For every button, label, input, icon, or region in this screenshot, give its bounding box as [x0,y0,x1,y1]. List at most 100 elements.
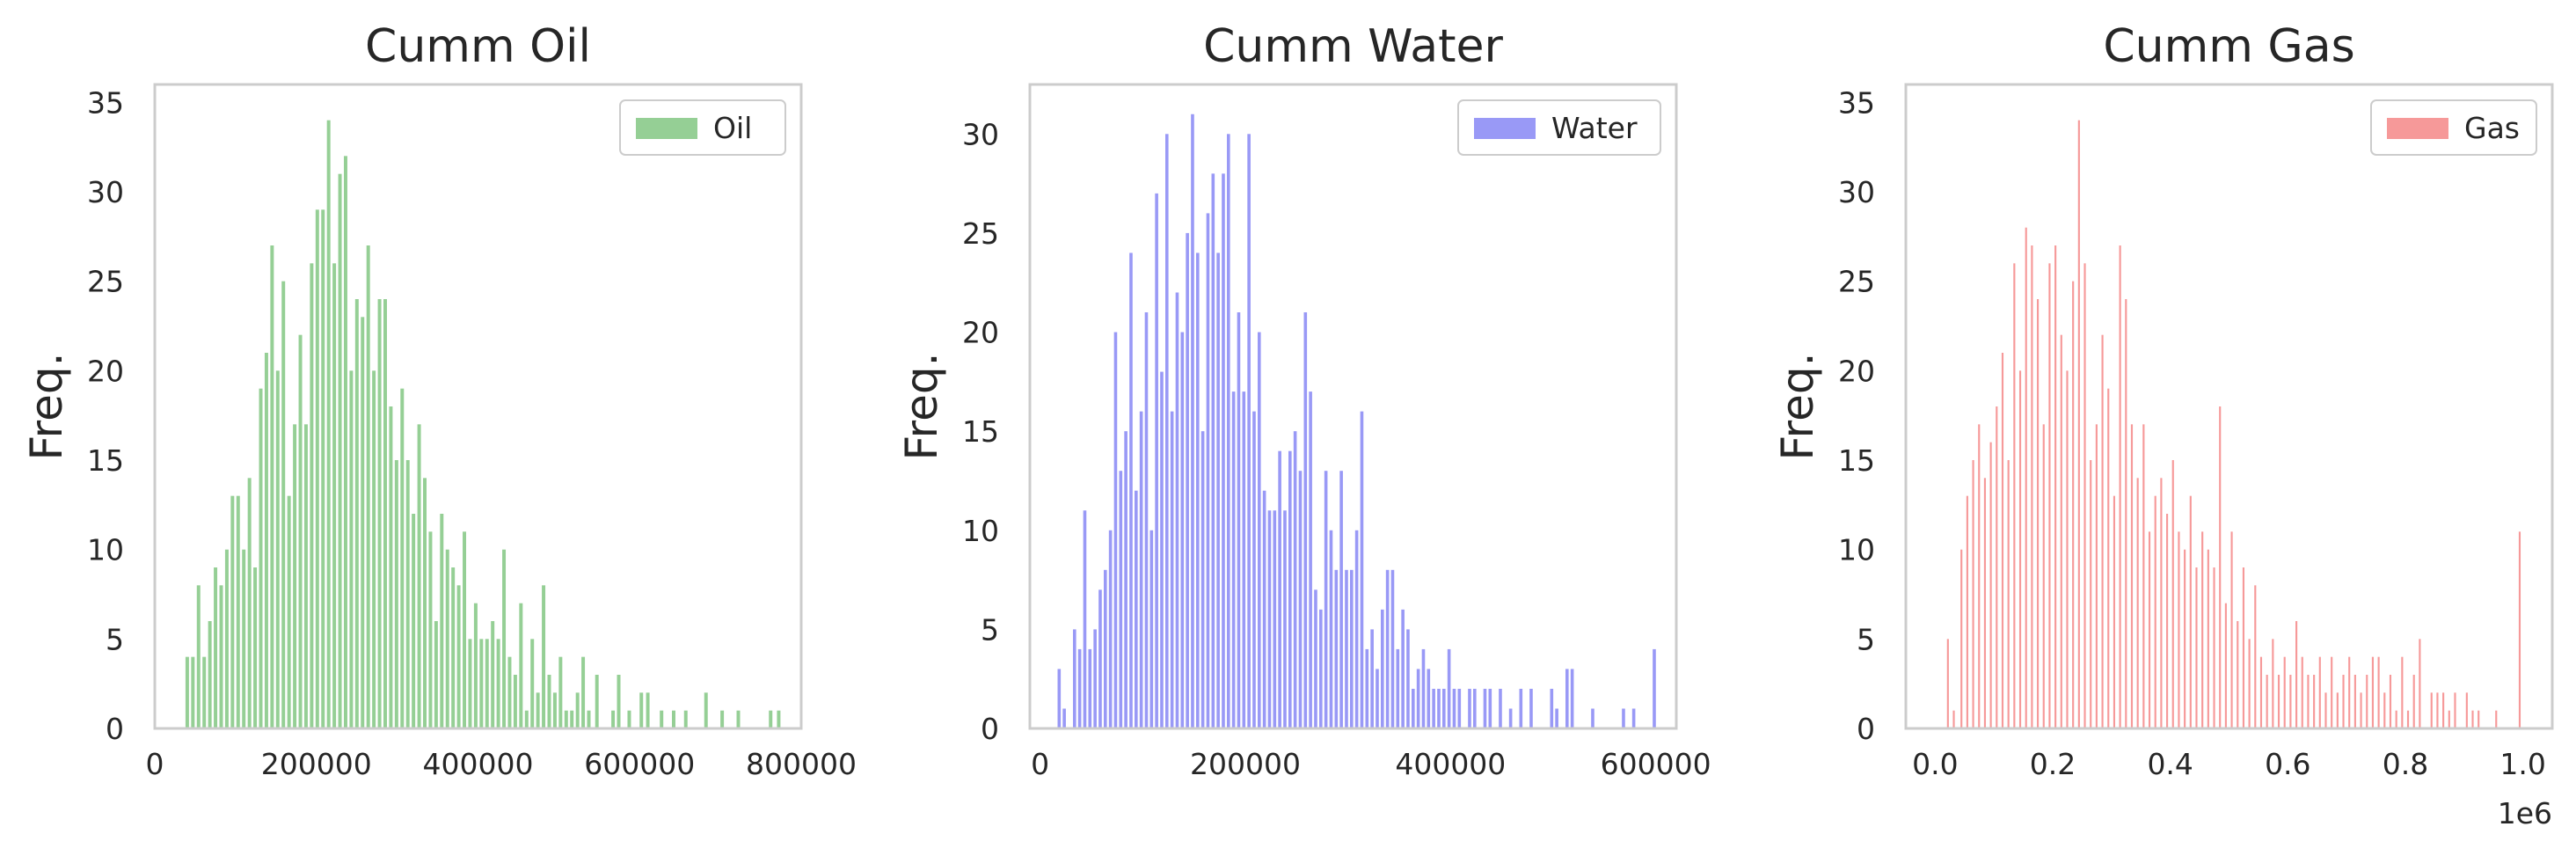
histogram-bar [259,388,263,728]
histogram-bar [1108,530,1113,728]
histogram-bar [1104,569,1107,728]
histogram-bar [1237,312,1241,728]
histogram-bar [2248,639,2251,728]
histogram-bar [2201,531,2204,728]
histogram-bar [2160,478,2163,728]
histogram-bar [1200,431,1205,728]
histogram-bar [1160,371,1164,728]
histogram-bar [214,567,218,728]
histogram-bar [326,120,331,729]
histogram-bar [185,656,189,728]
histogram-bar [1180,332,1185,728]
histogram-bar [1211,173,1215,729]
histogram-bar [2353,675,2356,728]
histogram-bar [2436,692,2439,728]
histogram-bar [196,585,201,728]
histogram-bar [1206,213,1210,728]
histogram-bar [440,514,444,728]
histogram-bar [310,263,314,729]
histogram-bar [1972,460,1974,728]
histogram-bar [1570,669,1574,728]
histogram-bar [366,245,370,728]
histogram-bar [2171,460,2174,728]
legend-swatch [2387,118,2448,139]
histogram-bar [611,710,616,728]
histogram-bar [2095,424,2098,728]
histogram-bar [519,603,523,728]
histogram-bar [287,495,291,728]
histogram-bar [2366,675,2368,728]
histogram-bar [1222,173,1225,729]
histogram-bar [1416,669,1420,728]
x-tick-label: 0 [146,747,164,781]
y-tick-label: 0 [981,712,999,746]
legend-box [1457,99,1661,156]
chart-water: Cumm Water Freq. 0 200000 400000 600000 0 5 10 15… [896,20,1711,781]
histogram-bar [2219,406,2222,728]
x-offset-label: 1e6 [2498,796,2552,830]
histogram-bar [1473,688,1477,728]
histogram-bar [639,692,644,728]
chart-title: Cumm Water [1203,20,1503,73]
histogram-bar [2336,692,2339,728]
histogram-bar [1170,411,1174,728]
histogram-bar [1098,589,1102,728]
histogram-bar [2377,656,2380,728]
x-tick-label: 1.0 [2499,747,2545,781]
histogram-bar [219,585,223,728]
histogram-bar [1124,431,1127,728]
histogram-bar [2289,675,2292,728]
histogram-bar [1262,490,1266,728]
histogram-bar [2107,388,2110,728]
histogram-bar [2066,370,2069,728]
y-tick-label: 30 [1838,175,1875,209]
y-tick-label: 15 [962,414,999,449]
x-tick-label: 0 [1031,747,1049,781]
histogram-bar [646,692,650,728]
histogram-bar [720,710,725,728]
histogram-bar [1360,411,1364,728]
x-tick-label: 0.2 [2030,747,2076,781]
histogram-bar [2495,710,2498,728]
y-tick-label: 25 [1838,265,1875,299]
histogram-bar [1216,252,1220,728]
histogram-bar [412,514,416,728]
histogram-bar [1960,549,1963,728]
histogram-bar [400,388,405,728]
histogram-bar [2184,549,2186,728]
histogram-bar [2054,245,2057,728]
histogram-bar [1427,669,1431,728]
histogram-bar [777,710,781,728]
histogram-bar [2178,531,2180,728]
histogram-bar [1401,609,1405,728]
histogram-bar [2025,227,2027,728]
histogram-bar [1231,391,1236,728]
histogram-bar [2471,710,2474,728]
histogram-bar [298,334,303,728]
histogram-bar [1113,332,1118,728]
y-tick-label: 35 [1838,85,1875,120]
y-tick-label: 10 [87,533,124,567]
histogram-bar [2224,603,2227,728]
chart-title: Cumm Oil [365,20,591,73]
histogram-bar [769,710,773,728]
histogram-bar [1288,450,1292,728]
histogram-bar [349,370,354,728]
legend-label: Water [1551,111,1638,145]
legend: Oil [619,99,786,156]
histogram-bar [2454,692,2456,728]
x-tick-label: 0.8 [2383,747,2428,781]
y-tick-label: 10 [962,514,999,548]
histogram-bar [224,549,229,728]
histogram-bar [1186,232,1189,728]
histogram-bar [281,281,286,728]
histogram-bar [507,656,512,728]
histogram-bar [1406,629,1410,728]
histogram-bar [2331,656,2333,728]
y-axis-label: Freq. [1772,353,1823,461]
x-tick-label: 200000 [261,747,372,781]
histogram-bar [293,424,297,728]
histogram-bar [1149,530,1154,728]
histogram-bar [1468,688,1471,728]
histogram-bar [1278,450,1281,728]
